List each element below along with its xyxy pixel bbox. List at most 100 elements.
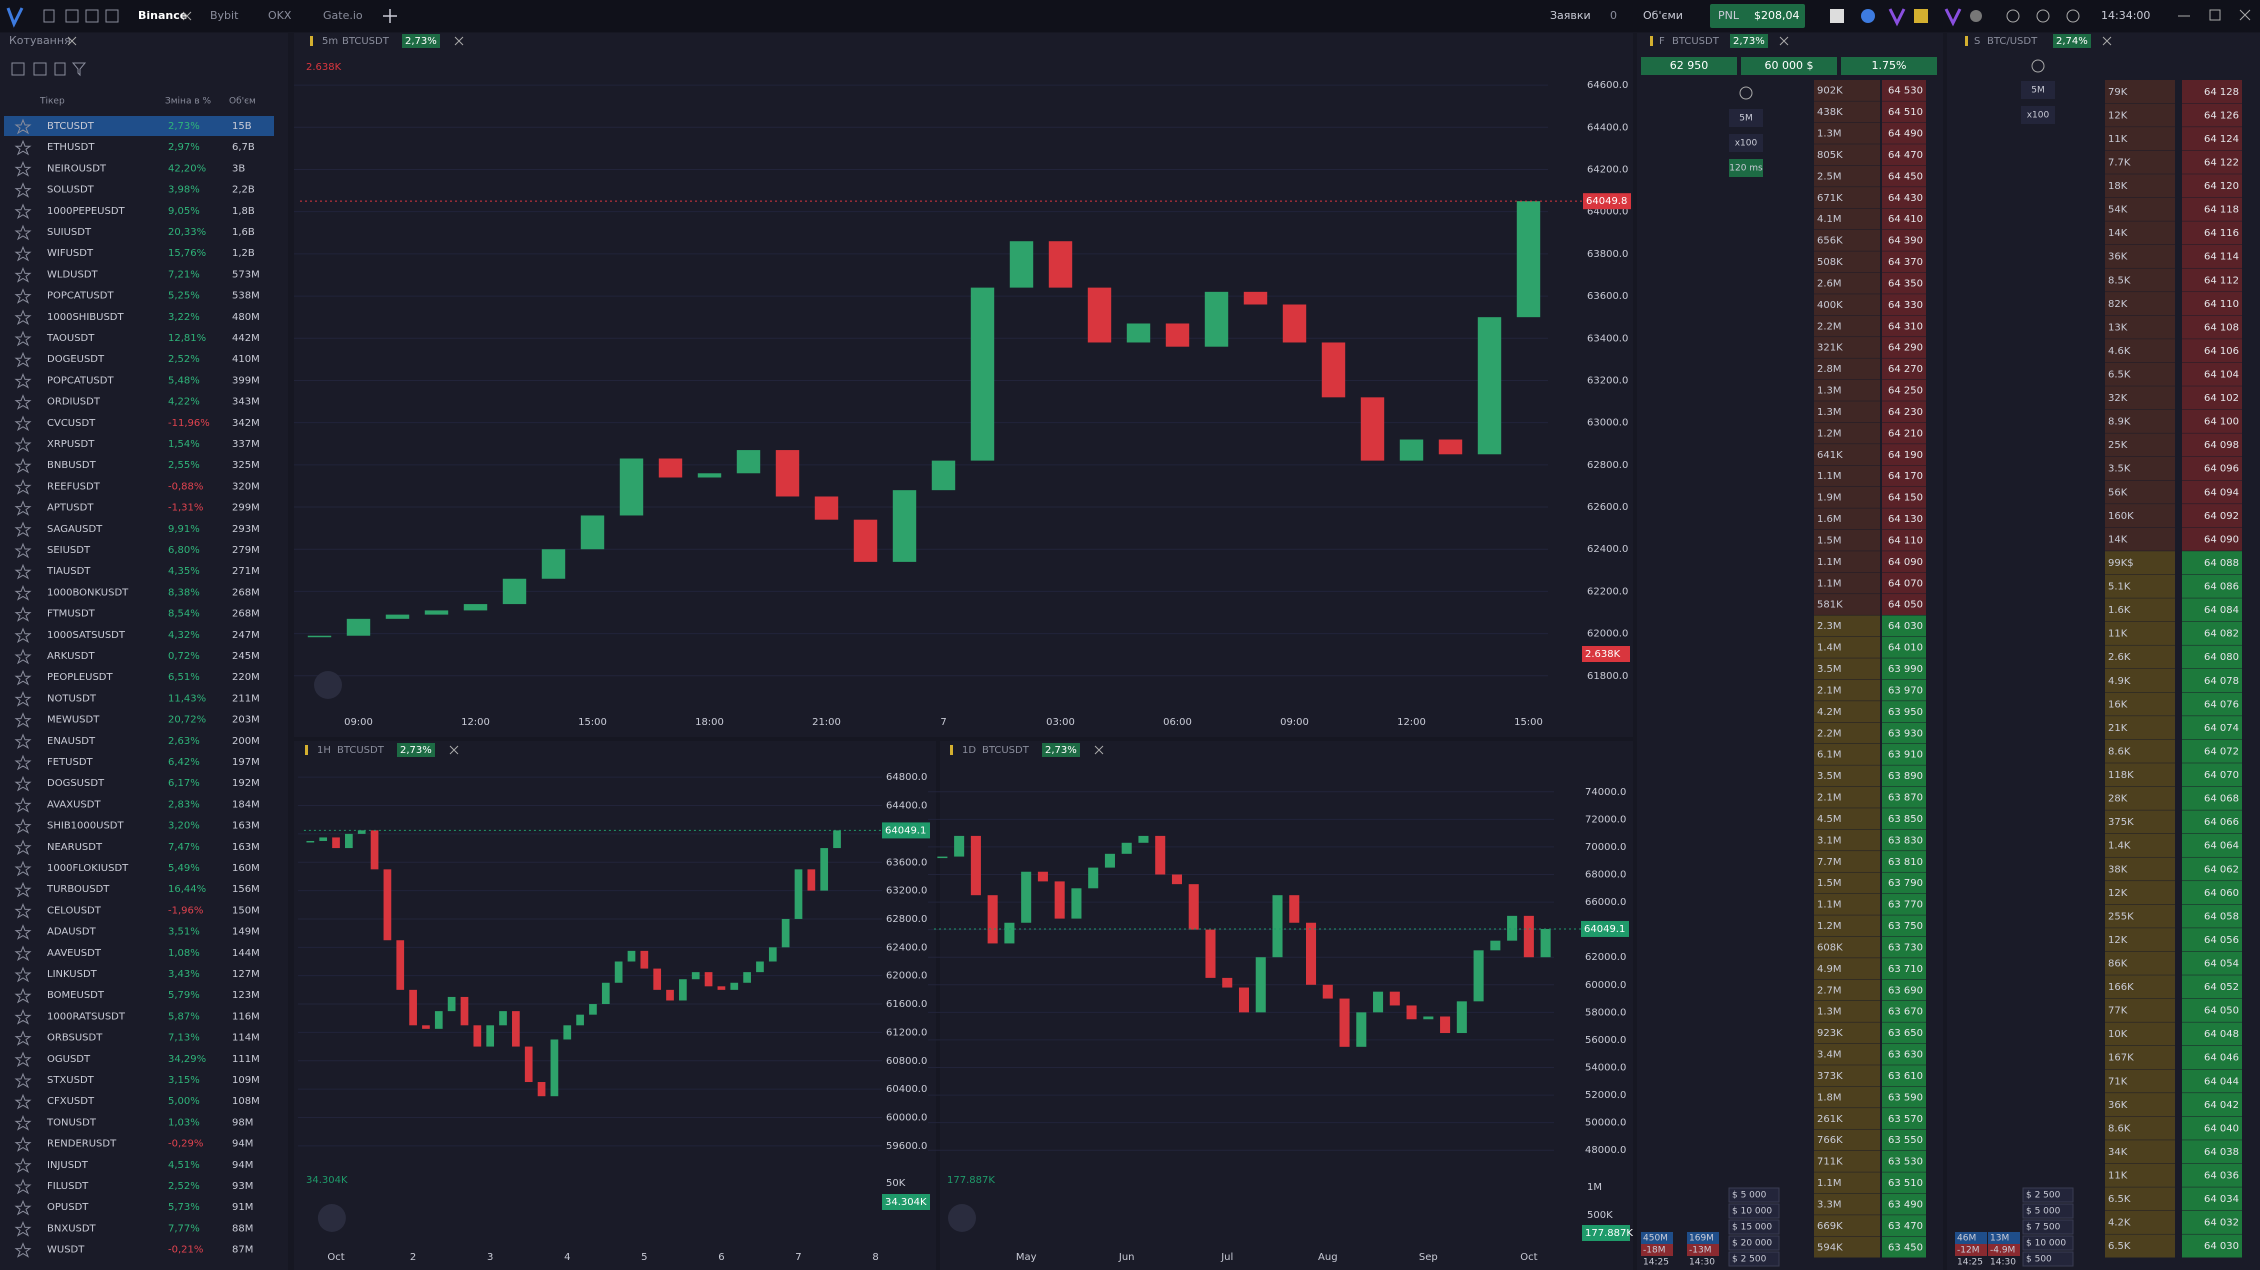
control-button[interactable] [2021, 81, 2055, 99]
star-icon[interactable] [14, 394, 32, 410]
watchlist-row[interactable]: 1000SATSUSDT 4,32% 247M [14, 627, 260, 643]
star-icon[interactable] [14, 351, 32, 368]
close-watchlist[interactable] [67, 36, 77, 46]
star-icon[interactable] [14, 479, 32, 495]
star-icon[interactable] [14, 1115, 32, 1131]
close-button[interactable] [2102, 36, 2112, 46]
watchlist-row[interactable]: ORBSUSDT 7,13% 114M [14, 1030, 260, 1046]
watchlist-row[interactable]: TAOUSDT 12,81% 442M [14, 330, 260, 347]
watchlist-row[interactable]: OPUSDT 5,73% 91M [14, 1199, 253, 1216]
volumes-label[interactable]: Об'єми [1643, 9, 1683, 22]
star-icon[interactable] [14, 1136, 32, 1152]
star-icon[interactable] [14, 627, 32, 643]
watchlist-row[interactable]: STXUSDT 3,15% 109M [14, 1072, 260, 1089]
watchlist-row[interactable]: TIAUSDT 4,35% 271M [14, 563, 260, 580]
star-icon[interactable] [14, 1199, 32, 1216]
watchlist-row[interactable]: REEFUSDT -0,88% 320M [14, 479, 260, 495]
star-icon[interactable] [14, 881, 32, 898]
watchlist-row[interactable]: XRPUSDT 1,54% 337M [14, 436, 260, 453]
control-button[interactable] [1729, 159, 1763, 177]
watchlist-row[interactable]: SOLUSDT 3,98% 2,2B [14, 182, 255, 198]
watchlist-row[interactable]: FETUSDT 6,42% 197M [14, 754, 260, 771]
star-icon[interactable] [14, 860, 32, 877]
star-icon[interactable] [14, 903, 32, 919]
watchlist-row[interactable]: SHIB1000USDT 3,20% 163M [14, 818, 260, 834]
close-button[interactable] [1779, 36, 1789, 46]
watchlist-row[interactable]: BTCUSDT 2,73% 15B [4, 116, 274, 136]
star-icon[interactable] [14, 1030, 32, 1046]
star-icon[interactable] [14, 1221, 32, 1237]
watchlist-row[interactable]: TURBOUSDT 16,44% 156M [14, 881, 260, 898]
exchange-tab[interactable]: Binance [138, 9, 187, 22]
star-icon[interactable] [14, 754, 32, 771]
watchlist-row[interactable]: ENAUSDT 2,63% 200M [14, 733, 260, 749]
order-size-button[interactable] [2022, 1251, 2074, 1267]
settings-icon[interactable] [2031, 59, 2045, 73]
watchlist-row[interactable]: CELOUSDT -1,96% 150M [14, 903, 260, 919]
star-icon[interactable] [14, 245, 32, 262]
star-icon[interactable] [14, 457, 32, 474]
star-icon[interactable] [14, 521, 32, 537]
star-icon[interactable] [14, 1093, 32, 1110]
close-button[interactable] [454, 36, 464, 46]
close-button[interactable] [1094, 745, 1104, 755]
watchlist-row[interactable]: BNXUSDT 7,77% 88M [14, 1221, 253, 1237]
watchlist-row[interactable]: WUSDT -0,21% 87M [14, 1242, 253, 1258]
star-icon[interactable] [14, 309, 32, 325]
close-button[interactable] [449, 745, 459, 755]
star-icon[interactable] [14, 1242, 32, 1258]
watchlist-row[interactable]: 1000PEPEUSDT 9,05% 1,8B [14, 203, 255, 219]
star-icon[interactable] [14, 1009, 32, 1025]
order-size-button[interactable] [1728, 1235, 1780, 1251]
watchlist-row[interactable]: ARKUSDT 0,72% 245M [14, 648, 260, 665]
star-icon[interactable] [14, 224, 32, 241]
star-icon[interactable] [14, 606, 32, 622]
star-icon[interactable] [14, 924, 32, 940]
star-icon[interactable] [14, 818, 32, 834]
watchlist-row[interactable]: ADAUSDT 3,51% 149M [14, 924, 260, 940]
star-icon[interactable] [14, 1072, 32, 1089]
star-icon[interactable] [14, 669, 32, 686]
star-icon[interactable] [14, 436, 32, 453]
order-size-button[interactable] [2022, 1187, 2074, 1203]
watchlist-row[interactable]: BOMEUSDT 5,79% 123M [14, 987, 260, 1004]
order-size-button[interactable] [1728, 1203, 1780, 1219]
order-size-button[interactable] [2022, 1219, 2074, 1235]
star-icon[interactable] [14, 648, 32, 665]
watchlist-row[interactable]: WIFUSDT 15,76% 1,2B [14, 245, 255, 262]
exchange-tab[interactable]: OKX [268, 9, 292, 22]
star-icon[interactable] [14, 987, 32, 1004]
star-icon[interactable] [14, 1051, 32, 1067]
watchlist-row[interactable]: SAGAUSDT 9,91% 293M [14, 521, 260, 537]
watchlist-row[interactable]: POPCATUSDT 5,25% 538M [14, 288, 260, 304]
watchlist-row[interactable]: WLDUSDT 7,21% 573M [14, 267, 260, 283]
star-icon[interactable] [14, 775, 32, 792]
watchlist-row[interactable]: NEARUSDT 7,47% 163M [14, 839, 260, 855]
star-icon[interactable] [14, 966, 32, 983]
watchlist-tools[interactable] [11, 62, 87, 77]
watchlist-row[interactable]: AAVEUSDT 1,08% 144M [14, 945, 260, 961]
watchlist-row[interactable]: NEIROUSDT 42,20% 3B [14, 161, 245, 177]
star-icon[interactable] [14, 182, 32, 198]
watchlist-row[interactable]: FILUSDT 2,52% 93M [14, 1178, 253, 1195]
watchlist-row[interactable]: CVCUSDT -11,96% 342M [14, 415, 260, 431]
add-tab[interactable] [383, 9, 397, 23]
star-icon[interactable] [14, 712, 32, 728]
close-button[interactable] [182, 11, 192, 21]
watchlist-row[interactable]: DOGEUSDT 2,52% 410M [14, 351, 260, 368]
watchlist-row[interactable]: DOGSUSDT 6,17% 192M [14, 775, 260, 792]
order-size-button[interactable] [1728, 1251, 1780, 1267]
control-button[interactable] [1729, 134, 1763, 152]
star-icon[interactable] [14, 161, 32, 177]
settings-icon[interactable] [1739, 86, 1753, 100]
control-button[interactable] [2021, 106, 2055, 124]
star-icon[interactable] [14, 415, 32, 431]
column-header[interactable]: Тікер [39, 97, 65, 107]
watchlist-row[interactable]: AVAXUSDT 2,83% 184M [14, 797, 260, 813]
watchlist-row[interactable]: LINKUSDT 3,43% 127M [14, 966, 260, 983]
watchlist-row[interactable]: SEIUSDT 6,80% 279M [14, 542, 260, 559]
order-size-button[interactable] [1728, 1219, 1780, 1235]
star-icon[interactable] [14, 288, 32, 304]
star-icon[interactable] [14, 500, 32, 516]
exchange-tab[interactable]: Gate.io [323, 9, 363, 22]
